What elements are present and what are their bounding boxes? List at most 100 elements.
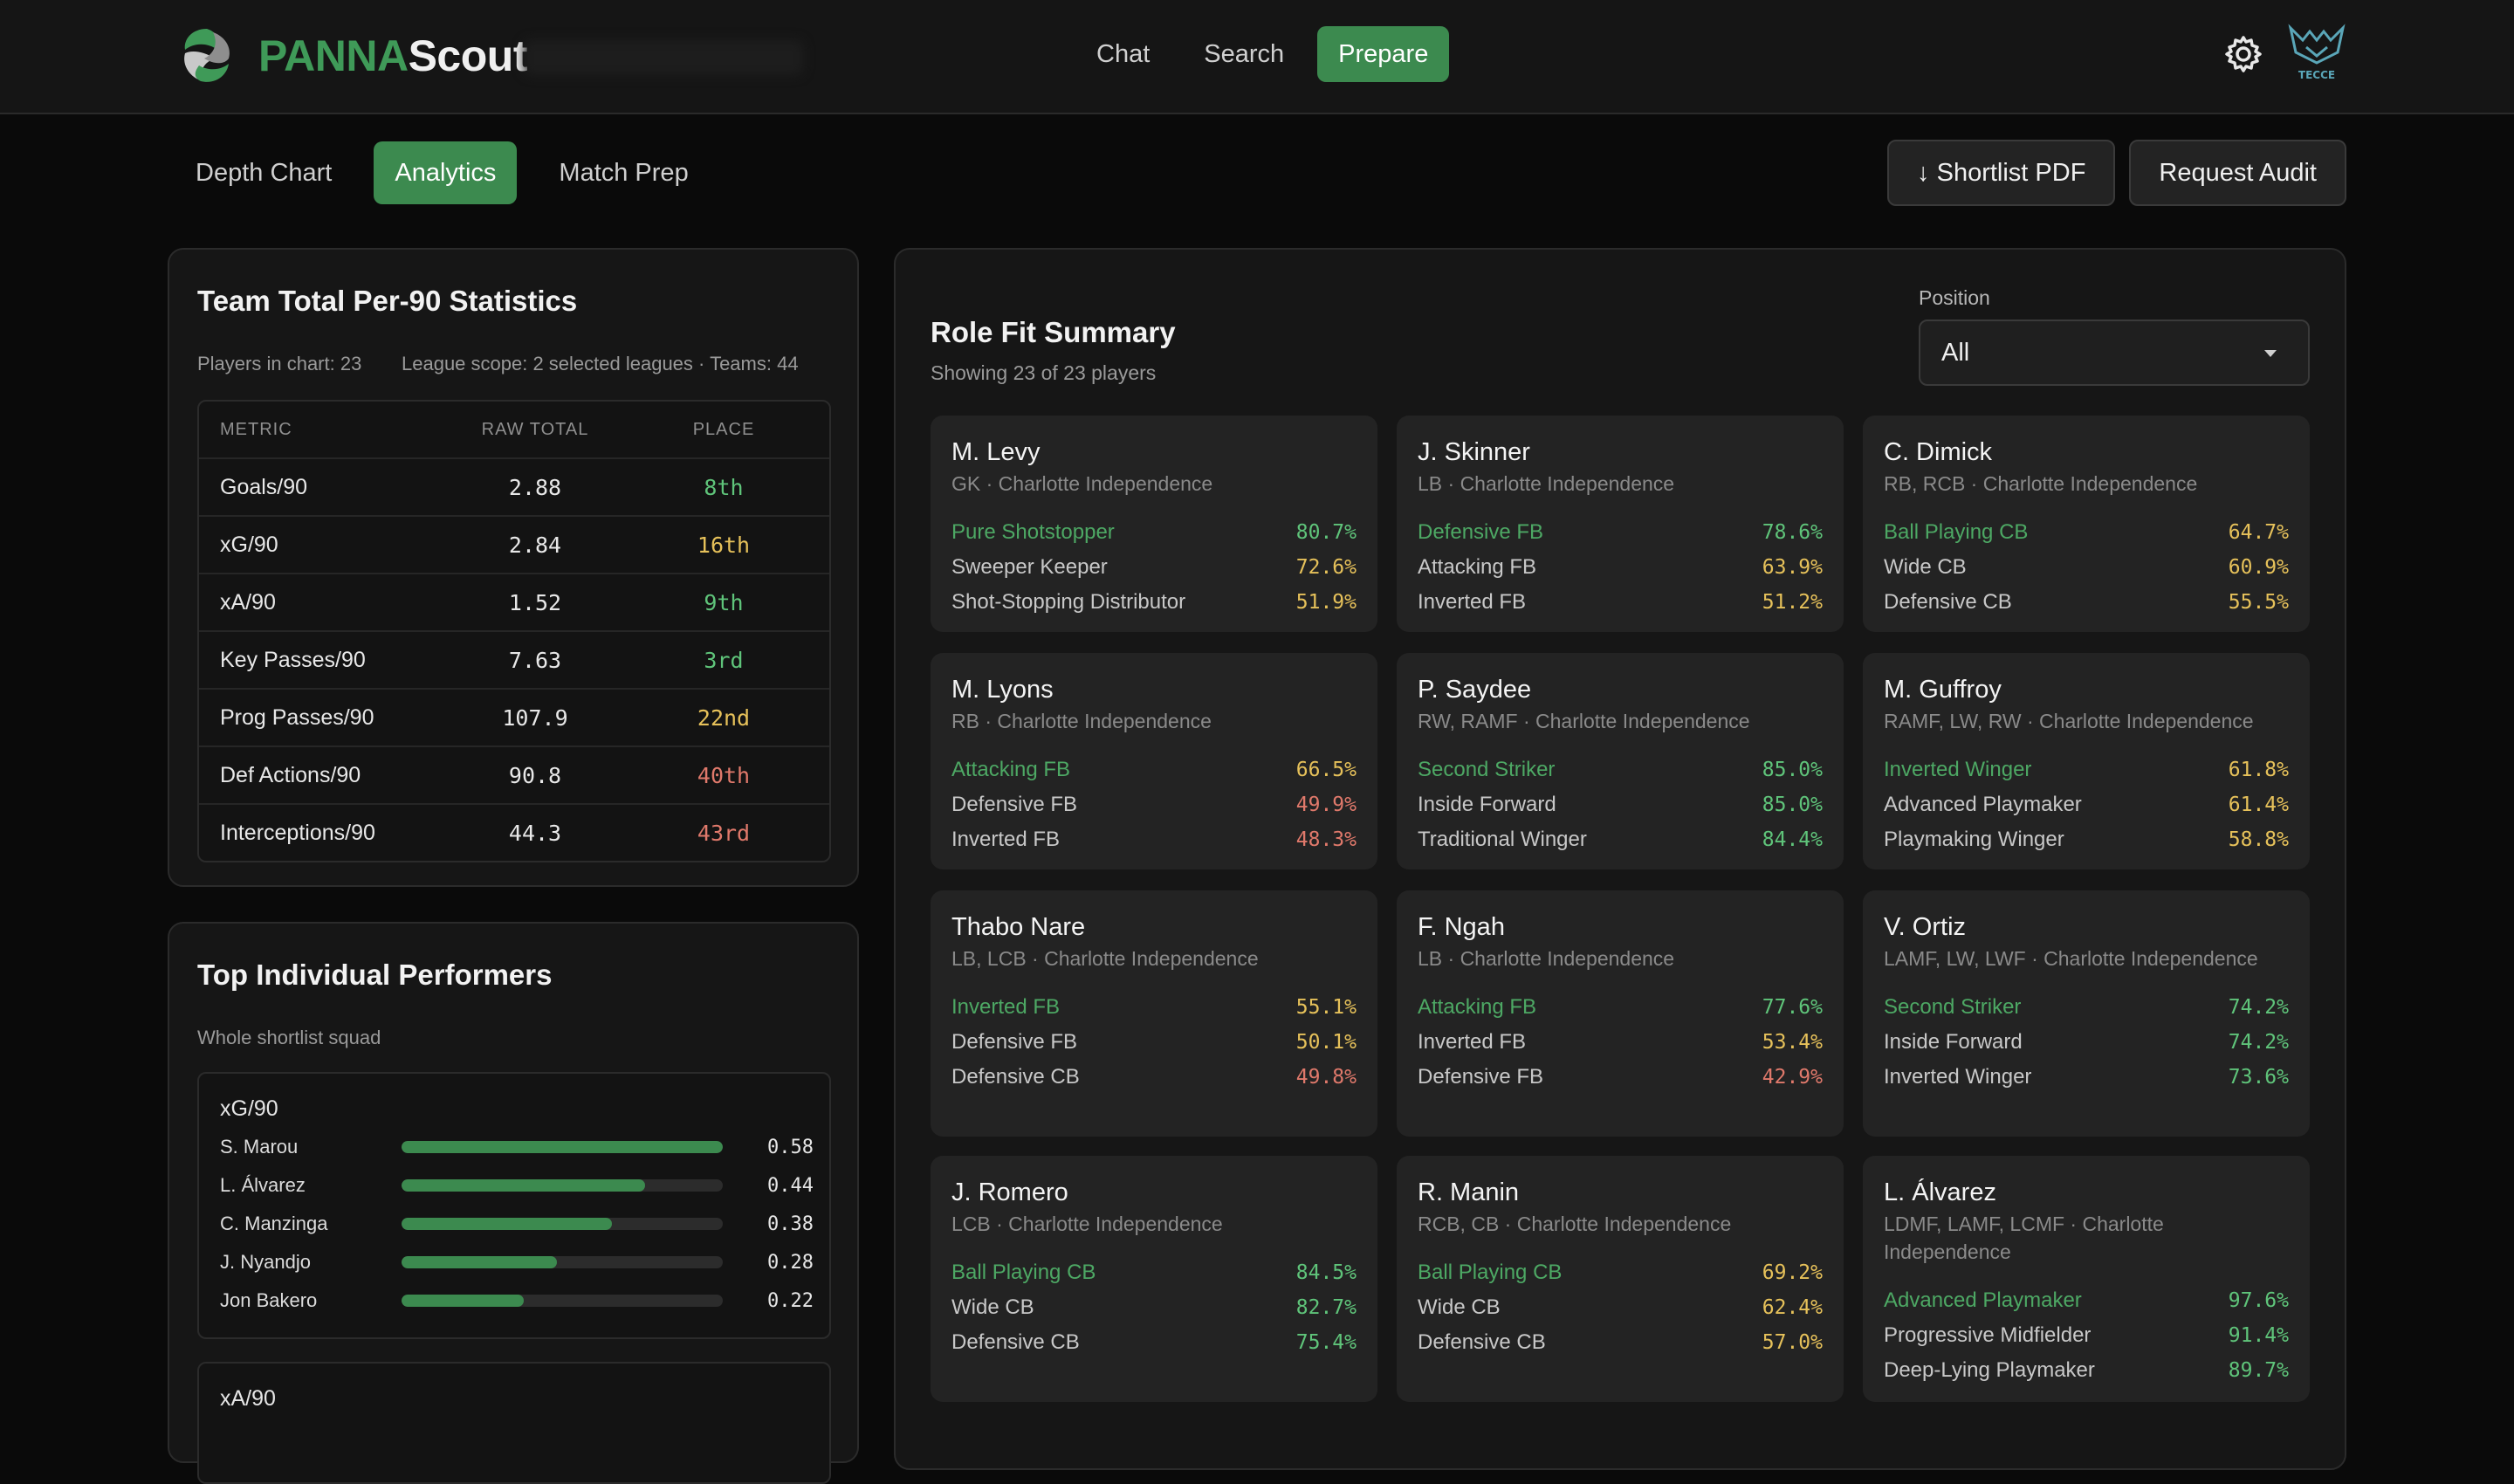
place-rank: 40th	[697, 762, 751, 788]
place-rank: 22nd	[697, 704, 751, 731]
performer-bar-fill	[402, 1295, 524, 1307]
role-row: Shot-Stopping Distributor 51.9%	[951, 585, 1357, 620]
player-name: R. Manin	[1418, 1178, 1520, 1206]
gear-icon[interactable]	[2222, 33, 2264, 75]
role-fit-pct: 57.0%	[1762, 1331, 1823, 1354]
role-fit-pct: 69.2%	[1762, 1261, 1823, 1284]
place-rank: 3rd	[704, 647, 744, 673]
role-fit-pct: 49.8%	[1295, 1066, 1357, 1089]
club-badge[interactable]: TECCE	[2285, 21, 2348, 87]
table-header: METRIC RAW TOTAL PLACE	[199, 402, 829, 457]
player-name: J. Skinner	[1418, 438, 1530, 466]
player-card[interactable]: C. Dimick RB, RCB · Charlotte Independenc…	[1863, 416, 2310, 632]
player-card[interactable]: P. Saydee RW, RAMF · Charlotte Independen…	[1397, 653, 1844, 869]
player-card[interactable]: R. Manin RCB, CB · Charlotte Independence…	[1397, 1156, 1844, 1402]
role-name: Inverted FB	[951, 995, 1061, 1019]
performer-row: S. Marou 0.58	[220, 1128, 814, 1166]
league-scope: League scope: 2 selected leagues · Teams…	[402, 353, 799, 374]
player-name: P. Saydee	[1418, 676, 1532, 704]
role-row: Defensive FB 78.6%	[1418, 515, 1823, 550]
role-row: Inverted FB 51.2%	[1418, 585, 1823, 620]
performer-row: J. Nyandjo 0.28	[220, 1243, 814, 1281]
role-name: Inside Forward	[1418, 793, 1556, 816]
metric-label: xG/90	[220, 1096, 278, 1121]
tab-match-prep[interactable]: Match Prep	[559, 158, 689, 187]
player-card[interactable]: M. Lyons RB · Charlotte Independence Attac…	[931, 653, 1377, 869]
role-row: Defensive CB 57.0%	[1418, 1325, 1823, 1360]
role-fit-pct: 74.2%	[2228, 1031, 2289, 1054]
role-row: Defensive CB 75.4%	[951, 1325, 1357, 1360]
player-card[interactable]: J. Romero LCB · Charlotte Independence Bal…	[931, 1156, 1377, 1402]
metric-label: xA/90	[220, 1386, 276, 1411]
metric-name: xG/90	[220, 532, 278, 557]
position-label: Position	[1919, 286, 1990, 309]
player-card[interactable]: F. Ngah LB · Charlotte Independence Attack…	[1397, 890, 1844, 1137]
nav-chat[interactable]: Chat	[1096, 39, 1151, 68]
player-name: C. Dimick	[1884, 438, 1993, 466]
metric-name: Interceptions/90	[220, 820, 375, 845]
role-name: Progressive Midfielder	[1884, 1323, 2092, 1347]
role-name: Defensive CB	[1884, 590, 2012, 614]
place-rank: 16th	[697, 532, 751, 558]
role-fit-pct: 78.6%	[1762, 521, 1823, 544]
nav-prepare[interactable]: Prepare	[1317, 26, 1450, 82]
brand-logo[interactable]: PANNAScout	[175, 21, 527, 91]
player-meta: LDMF, LAMF, LCMF · Charlotte Independenc…	[1884, 1213, 2164, 1263]
raw-total: 90.8	[508, 762, 562, 788]
place-rank: 8th	[704, 474, 744, 500]
performer-bar-fill	[402, 1141, 723, 1153]
performer-row: L. Álvarez 0.44	[220, 1166, 814, 1205]
player-card[interactable]: Thabo Nare LB, LCB · Charlotte Independen…	[931, 890, 1377, 1137]
club-crest-icon: TECCE	[2288, 24, 2346, 81]
performer-value: 0.28	[767, 1251, 814, 1274]
header-place: PLACE	[692, 419, 755, 439]
player-card[interactable]: J. Skinner LB · Charlotte Independence Def…	[1397, 416, 1844, 632]
role-fit-pct: 73.6%	[2228, 1066, 2289, 1089]
player-card[interactable]: M. Levy GK · Charlotte Independence Pure S…	[931, 416, 1377, 632]
request-audit-button[interactable]: Request Audit	[2129, 140, 2346, 206]
header-metric: METRIC	[220, 419, 292, 439]
performer-bar-track	[402, 1179, 723, 1192]
performer-row: C. Manzinga 0.38	[220, 1205, 814, 1243]
performer-bar-track	[402, 1256, 723, 1268]
role-name: Wide CB	[951, 1295, 1034, 1319]
tab-analytics[interactable]: Analytics	[374, 141, 518, 204]
role-row: Playmaking Winger 58.8%	[1884, 822, 2289, 857]
raw-total: 7.63	[508, 647, 562, 673]
metric-name: Goals/90	[220, 474, 308, 499]
analytics-tabs: Depth Chart Analytics Match Prep	[175, 141, 710, 204]
position-select[interactable]: All	[1919, 319, 2310, 386]
table-row: Interceptions/90 44.3 43rd	[199, 803, 829, 861]
role-fit-pct: 42.9%	[1762, 1066, 1823, 1089]
team-stats-table: METRIC RAW TOTAL PLACE Goals/90 2.88 8th xG…	[197, 400, 831, 862]
role-row: Ball Playing CB 84.5%	[951, 1255, 1357, 1290]
player-card[interactable]: M. Guffroy RAMF, LW, RW · Charlotte Indep…	[1863, 653, 2310, 869]
xg-performers-box: xG/90 S. Marou 0.58 L. Álvarez 0.44 C. Manzi…	[197, 1072, 831, 1339]
shortlist-pdf-button[interactable]: ↓ Shortlist PDF	[1887, 140, 2116, 206]
player-name: M. Lyons	[951, 676, 1054, 704]
tab-depth-chart[interactable]: Depth Chart	[196, 158, 333, 187]
role-name: Wide CB	[1884, 555, 1967, 579]
xa-performers-box: xA/90	[197, 1362, 831, 1484]
metric-name: xA/90	[220, 589, 276, 615]
table-row: xG/90 2.84 16th	[199, 515, 829, 573]
role-fit-pct: 50.1%	[1295, 1031, 1357, 1054]
team-stats-title: Team Total Per-90 Statistics	[197, 285, 578, 317]
role-row: Inside Forward 74.2%	[1884, 1025, 2289, 1060]
player-card[interactable]: L. Álvarez LDMF, LAMF, LCMF · Charlotte I…	[1863, 1156, 2310, 1402]
role-name: Second Striker	[1418, 758, 1556, 781]
nav-search[interactable]: Search	[1204, 39, 1285, 68]
role-fit-pct: 61.4%	[2228, 794, 2289, 816]
role-name: Defensive CB	[951, 1330, 1080, 1354]
role-name: Playmaking Winger	[1884, 828, 2064, 851]
role-row: Inside Forward 85.0%	[1418, 787, 1823, 822]
role-row: Defensive FB 42.9%	[1418, 1060, 1823, 1095]
performer-value: 0.44	[767, 1174, 814, 1197]
role-fit-pct: 97.6%	[2228, 1289, 2289, 1312]
role-fit-pct: 64.7%	[2228, 521, 2289, 544]
table-row: xA/90 1.52 9th	[199, 573, 829, 630]
role-name: Defensive CB	[951, 1065, 1080, 1089]
role-fit-subtitle: Showing 23 of 23 players	[931, 361, 1157, 384]
player-card[interactable]: V. Ortiz LAMF, LW, LWF · Charlotte Indepe…	[1863, 890, 2310, 1137]
role-fit-pct: 74.2%	[2228, 996, 2289, 1019]
